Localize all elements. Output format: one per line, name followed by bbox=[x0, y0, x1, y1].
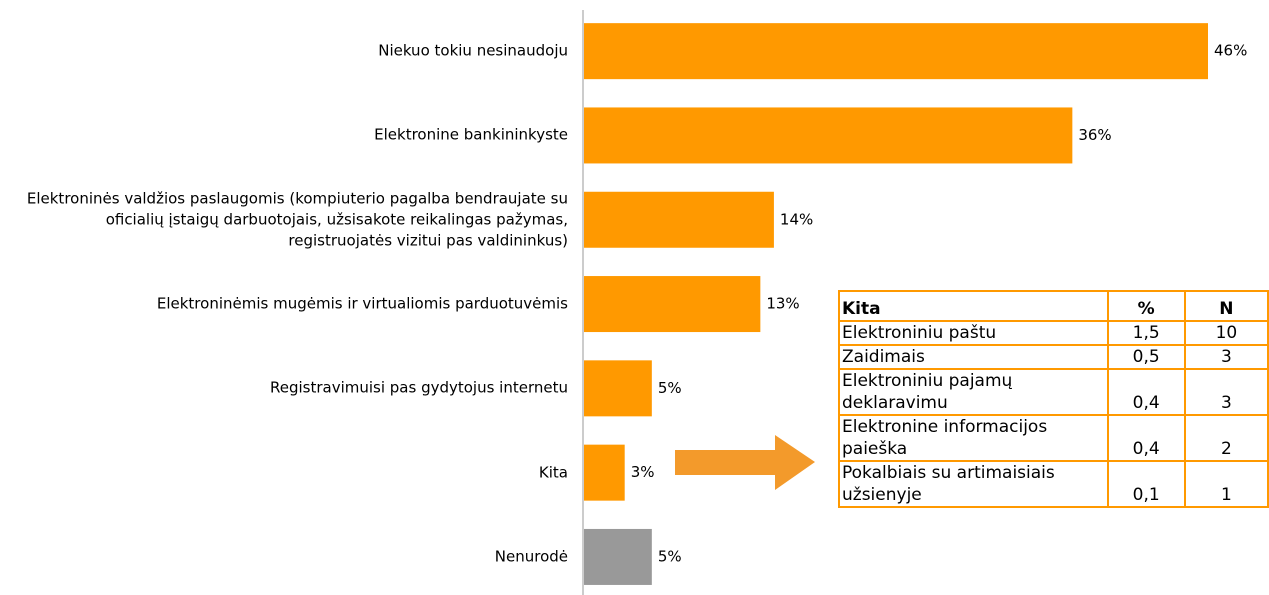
bar bbox=[584, 191, 774, 248]
header-cell: N bbox=[1183, 290, 1269, 322]
table-cell: 0,4 bbox=[1106, 368, 1186, 416]
header-cell: Kita bbox=[838, 290, 1109, 322]
table-row: Elektronine informacijos paieška 0,4 2 bbox=[838, 414, 1269, 462]
table-header: Kita% N bbox=[838, 290, 1269, 322]
category-label: Kita bbox=[538, 463, 568, 482]
table-cell: 0,1 bbox=[1106, 460, 1186, 508]
table-row: Pokalbiais su artimaisiais užsienyje 0,1 1 bbox=[838, 460, 1269, 508]
value-label: 5% bbox=[658, 547, 682, 565]
table-cell: 1,5 bbox=[1106, 320, 1186, 346]
table-cell: 3 bbox=[1183, 368, 1269, 416]
table-row: Zaidimais 0,5 3 bbox=[838, 344, 1269, 370]
table-cell: Elektronine informacijos paieška bbox=[838, 414, 1109, 462]
value-label: 5% bbox=[658, 379, 682, 397]
table-cell: 0,5 bbox=[1106, 344, 1186, 370]
table-cell: 2 bbox=[1183, 414, 1269, 462]
value-label: 46% bbox=[1214, 42, 1247, 60]
table-cell: 0,4 bbox=[1106, 414, 1186, 462]
bar bbox=[584, 276, 761, 333]
table-cell: 3 bbox=[1183, 344, 1269, 370]
table-cell: 1 bbox=[1183, 460, 1269, 508]
header-cell: % bbox=[1106, 290, 1186, 322]
table-cell: 10 bbox=[1183, 320, 1269, 346]
table-cell: Pokalbiais su artimaisiais užsienyje bbox=[838, 460, 1109, 508]
table-cell: Elektroniniu pajamų deklaravimu bbox=[838, 368, 1109, 416]
category-label: Nenurodė bbox=[494, 547, 568, 566]
bar bbox=[584, 444, 625, 501]
table-cell: Elektroniniu paštu bbox=[838, 320, 1109, 346]
table-cell: Zaidimais bbox=[838, 344, 1109, 370]
bar bbox=[584, 107, 1073, 164]
category-label: Elektroninėmis mugėmis ir virtualiomis p… bbox=[156, 294, 568, 313]
bar bbox=[584, 23, 1208, 80]
bar bbox=[584, 528, 652, 585]
value-label: 13% bbox=[766, 295, 799, 313]
value-label: 36% bbox=[1078, 126, 1111, 144]
category-label: Niekuo tokiu nesinaudoju bbox=[378, 41, 568, 60]
category-label: Registravimuisi pas gydytojus internetu bbox=[269, 378, 568, 397]
value-label: 3% bbox=[631, 463, 655, 481]
category-label: Elektronine bankininkyste bbox=[374, 125, 568, 144]
table-row: Elektroniniu paštu 1,5 10 bbox=[838, 320, 1269, 346]
arrow bbox=[675, 435, 815, 490]
value-label: 14% bbox=[780, 210, 813, 228]
inset-table: Kita% N Elektroniniu paštu 1,5 10 Zaidimais 0,… bbox=[838, 290, 1269, 508]
bar bbox=[584, 360, 652, 417]
category-label: Elektroninės valdžios paslaugomis (kompi… bbox=[26, 189, 568, 250]
table-row: Elektroniniu pajamų deklaravimu 0,4 3 bbox=[838, 368, 1269, 416]
